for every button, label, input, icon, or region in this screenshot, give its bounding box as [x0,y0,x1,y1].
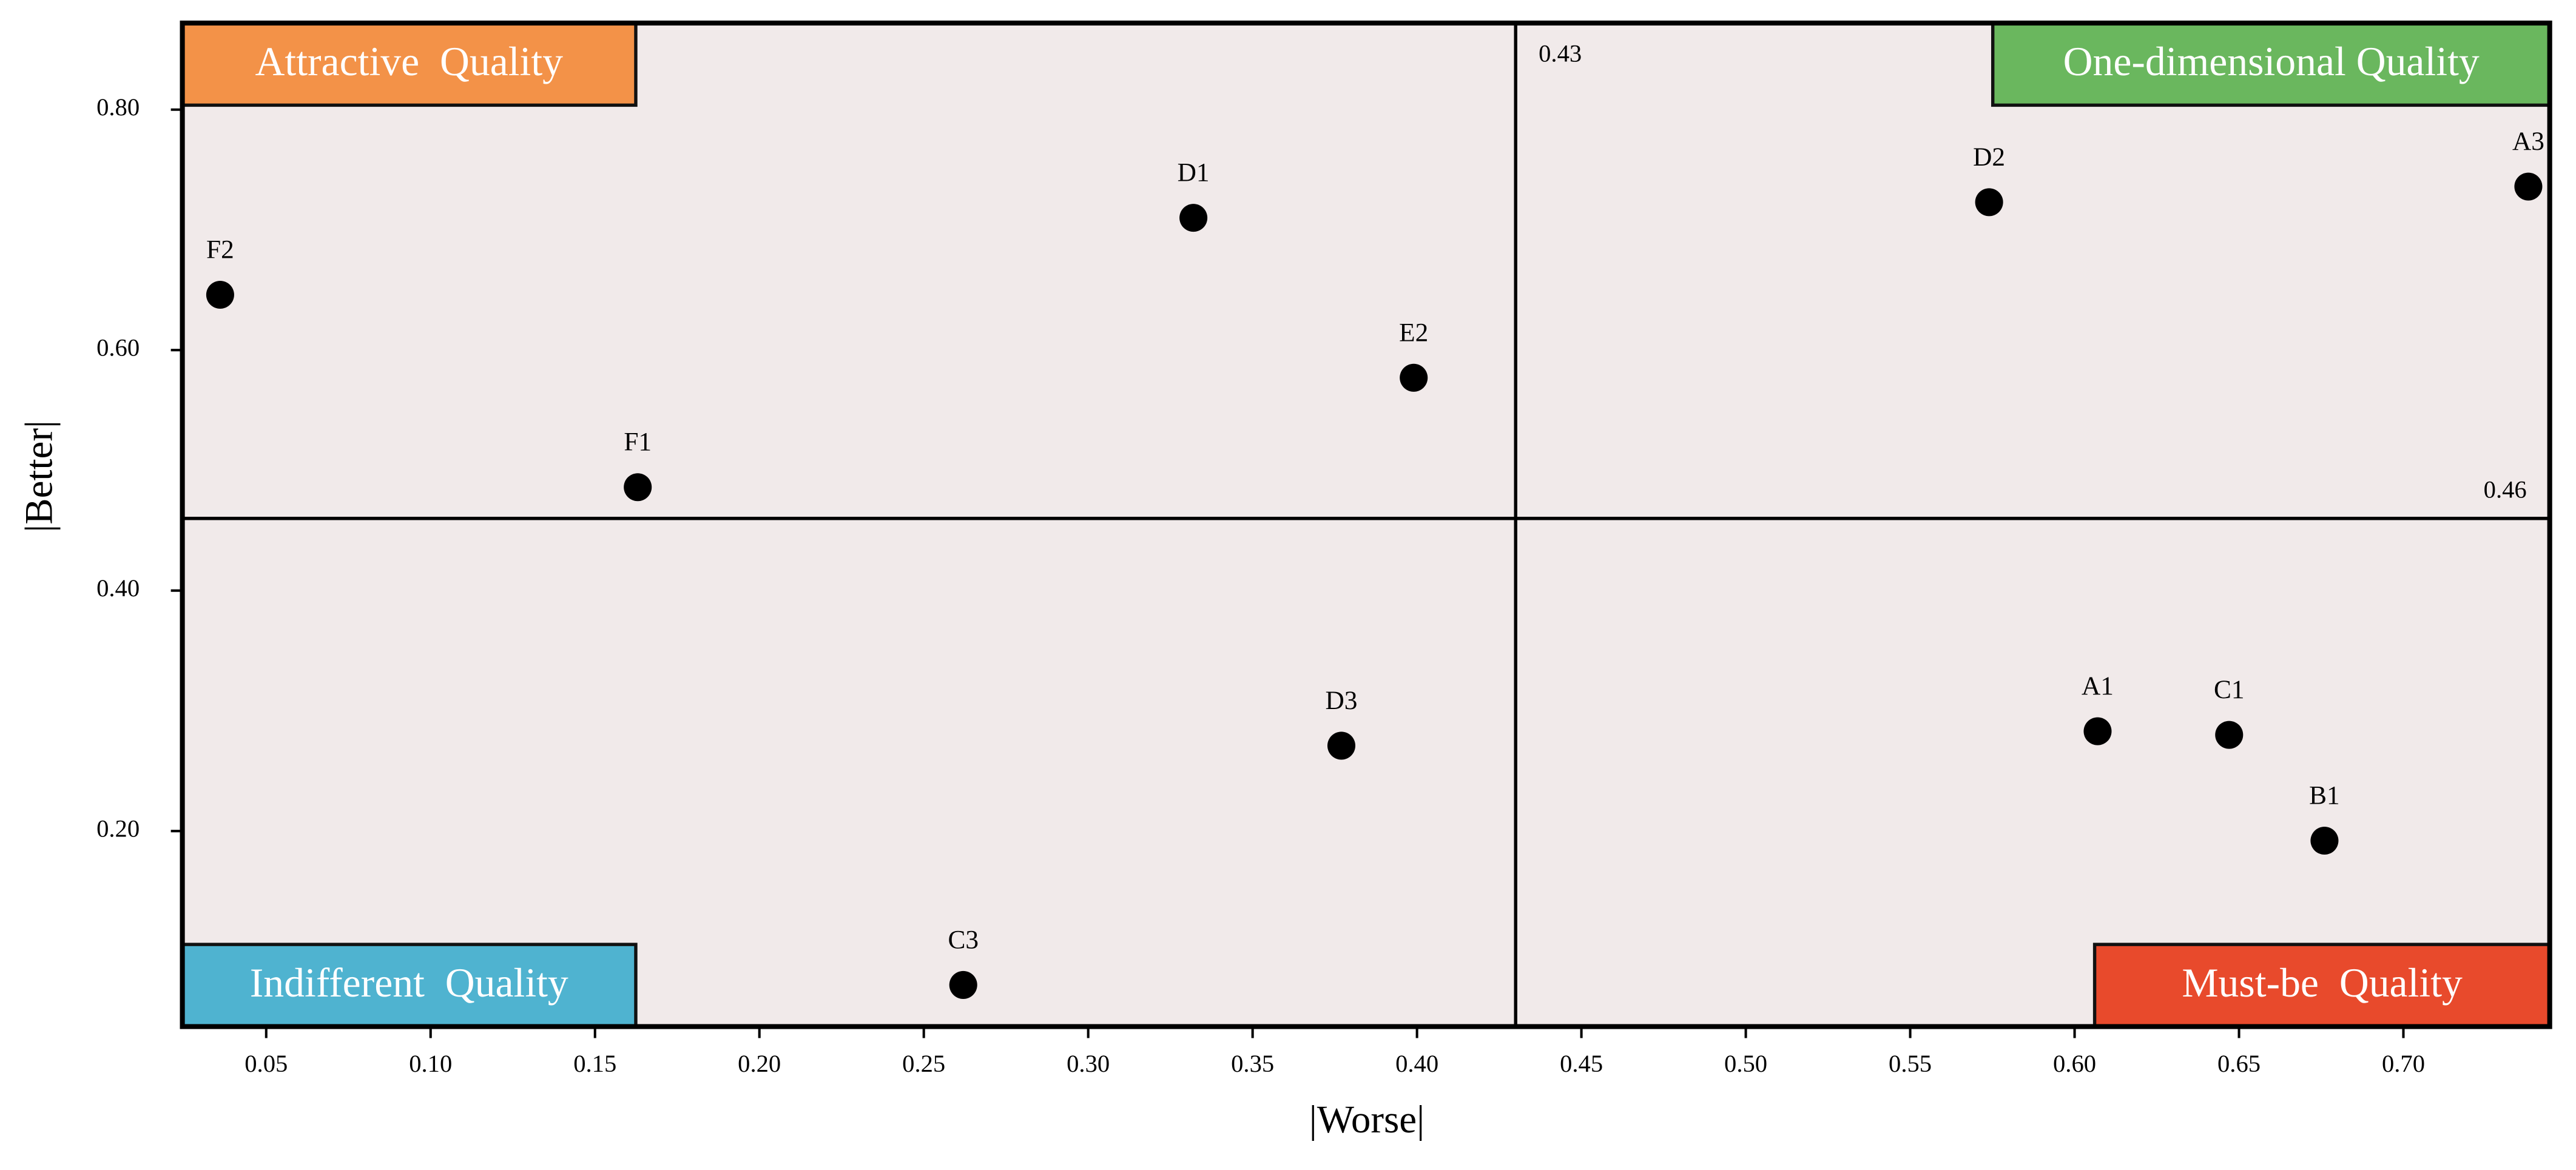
y-axis-label: |Better| [17,420,61,533]
quadrant-box [180,943,638,1029]
quadrant-box [1991,21,2552,107]
point [2310,827,2339,855]
quadrant-label: Must-be Quality [2182,960,2463,1006]
x-tick-label: 0.20 [738,1050,781,1077]
point [1327,731,1355,760]
x-tick-label: 0.40 [1395,1050,1438,1077]
point-label: D3 [1326,686,1358,715]
y-tick-label: 0.40 [96,574,140,602]
point [1975,188,2003,217]
point [2514,172,2543,201]
reference-label: 0.43 [1539,39,1582,67]
x-tick-label: 0.10 [409,1050,452,1077]
point-label: F2 [206,235,234,264]
x-tick-label: 0.45 [1560,1050,1603,1077]
quadrant-label: Indifferent Quality [250,960,568,1006]
point-label: C3 [948,925,979,954]
x-tick-label: 0.55 [1889,1050,1932,1077]
x-tick-label: 0.60 [2053,1050,2096,1077]
point-label: D2 [1973,143,2005,172]
x-tick-label: 0.15 [573,1050,616,1077]
y-tick-label: 0.60 [96,334,140,361]
point-label: A3 [2512,127,2544,156]
point [624,473,652,502]
x-tick-label: 0.25 [902,1050,945,1077]
plot-frame [180,20,2552,1029]
x-axis-label: |Worse| [1309,1098,1425,1141]
x-tick-label: 0.65 [2217,1050,2261,1077]
y-tick-label: 0.80 [96,93,140,121]
point [1400,363,1428,392]
point [206,281,234,309]
point-label: B1 [2309,781,2340,810]
point [1179,204,1208,232]
reference-label: 0.46 [2484,476,2527,503]
point-label: E2 [1399,318,1428,347]
point-label: A1 [2082,671,2114,701]
x-tick-label: 0.50 [1724,1050,1767,1077]
point-label: D1 [1178,158,1210,187]
plot-area [182,22,2550,1027]
x-tick-label: 0.70 [2382,1050,2425,1077]
point-label: F1 [624,428,652,457]
x-tick-label: 0.35 [1231,1050,1274,1077]
x-tick-label: 0.05 [244,1050,288,1077]
x-tick-label: 0.30 [1067,1050,1110,1077]
point [2215,721,2244,749]
y-tick-label: 0.20 [96,815,140,842]
quadrant-label: Attractive Quality [255,39,564,84]
point-label: C1 [2214,675,2245,704]
quadrant-label: One-dimensional Quality [2063,39,2480,84]
point [2083,717,2112,745]
point [949,970,977,999]
